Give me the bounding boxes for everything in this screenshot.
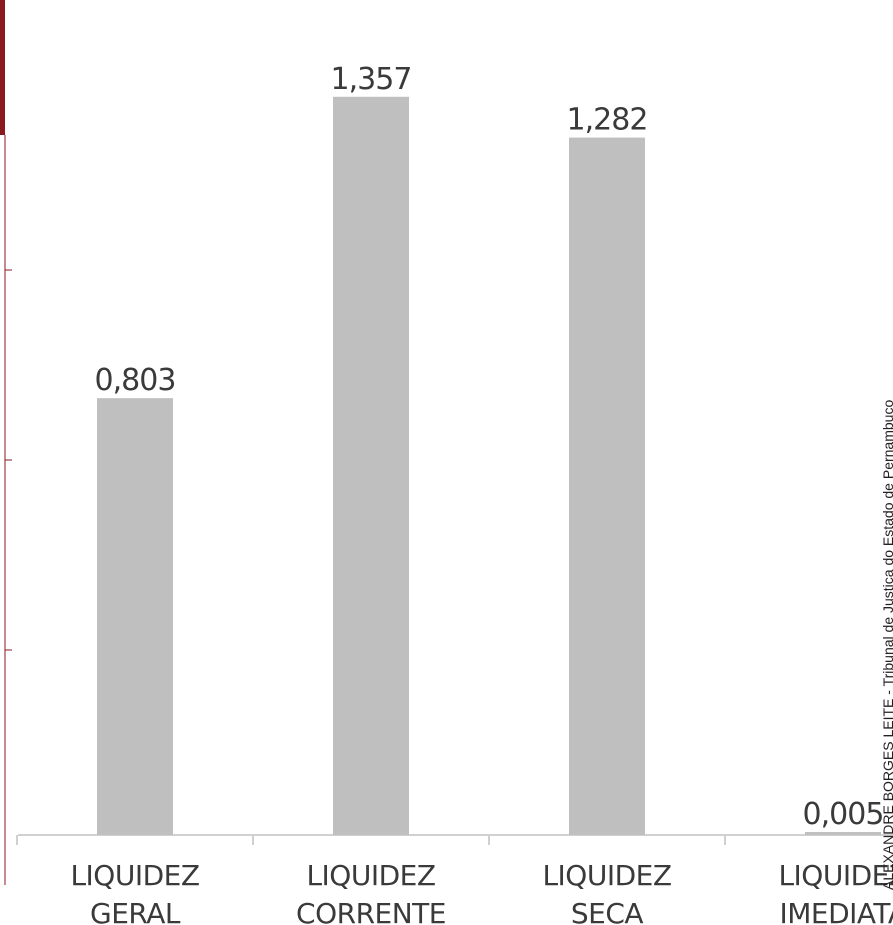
left-frame-ticks	[5, 269, 12, 651]
bar	[805, 832, 881, 835]
category-label: LIQUIDEZ	[778, 859, 893, 892]
data-label: 0,803	[95, 363, 176, 398]
x-axis-ticks	[16, 835, 726, 845]
category-label: LIQUIDEZ	[70, 859, 199, 892]
accent-bar	[0, 0, 5, 135]
category-label: GERAL	[90, 897, 181, 925]
value-labels-group: 0,803 1,357 1,282 0,005	[95, 62, 885, 832]
data-label: 1,282	[567, 103, 648, 138]
category-label: SECA	[571, 897, 644, 925]
data-label: 0,005	[803, 797, 884, 832]
category-label: CORRENTE	[296, 897, 446, 925]
category-labels-group: LIQUIDEZ GERAL LIQUIDEZ CORRENTE LIQUIDEZ SEC…	[70, 859, 893, 925]
side-vertical-text: ALEXANDRE BORGES LEITE - Tribunal de Jus…	[880, 400, 893, 890]
bar	[97, 398, 173, 835]
category-label: LIQUIDEZ	[306, 859, 435, 892]
bar	[333, 96, 409, 836]
bars-group	[97, 96, 881, 836]
category-label: LIQUIDEZ	[542, 859, 671, 892]
data-label: 1,357	[331, 62, 412, 97]
bar	[569, 137, 645, 836]
